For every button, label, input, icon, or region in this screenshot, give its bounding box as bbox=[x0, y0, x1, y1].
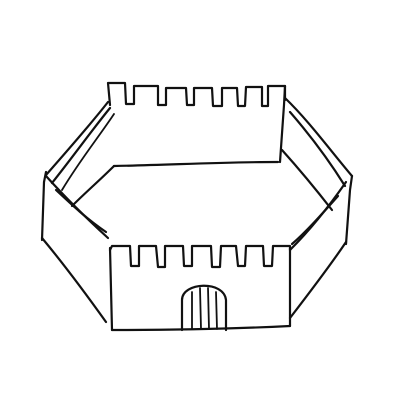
gate-plank-4 bbox=[215, 291, 218, 330]
left-front-wall-post bbox=[40, 170, 48, 242]
gate-plank-2 bbox=[199, 287, 202, 330]
left-back-wall-outer bbox=[44, 100, 110, 177]
back-wall-base bbox=[112, 160, 280, 168]
gate-plank-3 bbox=[207, 287, 210, 330]
front-gate-wall bbox=[108, 244, 292, 332]
front-wall-battlements bbox=[108, 244, 292, 269]
left-back-wall-inner bbox=[50, 106, 112, 185]
back-wall bbox=[106, 81, 287, 168]
left-back-wall bbox=[44, 100, 116, 208]
right-back-wall bbox=[280, 96, 354, 212]
right-back-wall-top bbox=[283, 96, 354, 178]
left-front-wall bbox=[40, 170, 110, 324]
right-back-wall-lower bbox=[280, 148, 334, 212]
right-back-wall-inner bbox=[288, 110, 347, 188]
gate-arch bbox=[180, 284, 228, 332]
left-back-wall-lower bbox=[70, 164, 116, 208]
back-wall-battlements bbox=[106, 81, 287, 108]
left-front-wall-top bbox=[44, 174, 110, 240]
left-front-wall-bottom bbox=[40, 236, 108, 324]
right-front-wall bbox=[288, 174, 354, 320]
back-wall-right-edge bbox=[278, 84, 287, 164]
front-wall-left-edge bbox=[108, 246, 114, 332]
right-front-wall-top-inner bbox=[290, 194, 340, 246]
right-front-wall-post bbox=[344, 174, 354, 246]
gate-door bbox=[180, 284, 228, 332]
left-back-wall-front bbox=[61, 113, 115, 191]
right-front-wall-bottom bbox=[288, 240, 348, 320]
left-front-wall-top-inner bbox=[54, 188, 108, 234]
